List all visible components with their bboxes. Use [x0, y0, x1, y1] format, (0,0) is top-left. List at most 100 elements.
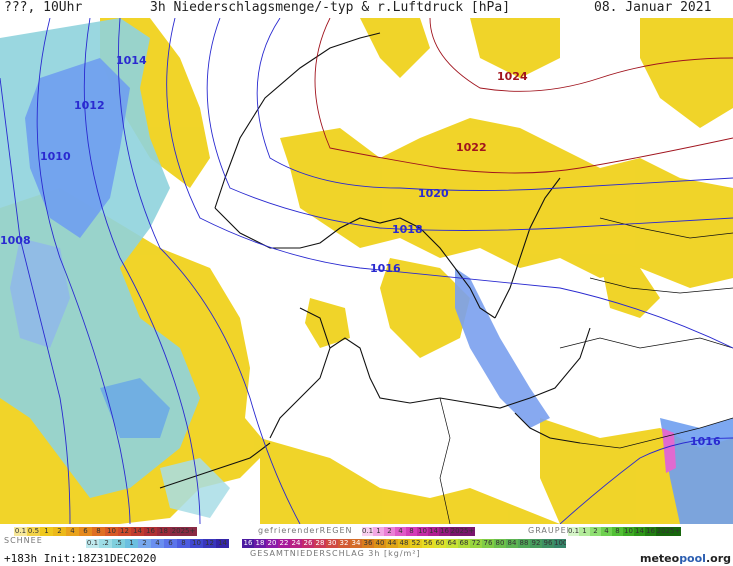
isobar-label: 1014	[116, 54, 147, 67]
graupel-scale-cell: 0.1	[568, 527, 579, 536]
total-scale-cell: 100	[554, 539, 566, 548]
total-scale-cell: 20	[266, 539, 278, 548]
total-scale-cell: 36	[362, 539, 374, 548]
total-scale-cell: 52	[410, 539, 422, 548]
total-scale-cell: 40	[374, 539, 386, 548]
isobar-label: 1024	[497, 70, 528, 83]
total-scale-cell: 84	[506, 539, 518, 548]
rain-scale-cell: 12	[118, 527, 131, 536]
isobar-label: 1016	[690, 435, 721, 448]
rain-scale-cell: 6	[79, 527, 92, 536]
freezing-rain-area	[662, 428, 676, 473]
graupel-scale-cell: 2025+	[656, 527, 681, 536]
borders	[439, 217, 733, 524]
freezing-rain-scale: 0.1 1 2 4 8 10 14 16 2025+	[362, 527, 475, 536]
total-scale-cell: 22	[278, 539, 290, 548]
total-scale-cell: 88	[518, 539, 530, 548]
rain-scale: 0.1 0.5 1 2 4 6 8 10 12 14 16 18 2025+	[14, 527, 197, 536]
freezing-scale-cell: 8	[406, 527, 417, 536]
rain-scale-cell: 4	[66, 527, 79, 536]
total-scale-cell: 44	[386, 539, 398, 548]
snow-scale-cell: 8	[177, 539, 190, 548]
freezing-scale-cell: 2	[384, 527, 395, 536]
freezing-scale-cell: 0.1	[362, 527, 373, 536]
rain-scale-cell: 1	[40, 527, 53, 536]
graupel-scale-cell: 8	[612, 527, 623, 536]
freezing-scale-cell: 2025+	[450, 527, 475, 536]
snow-scale: 0.1.2.5 1 2 4 6 8 10 12 14	[86, 539, 229, 548]
total-scale-cell: 18	[254, 539, 266, 548]
isobar-label: 1022	[456, 141, 487, 154]
isobar-label: 1016	[370, 262, 401, 275]
rain-scale-cell: 8	[92, 527, 105, 536]
total-scale-cell: 56	[422, 539, 434, 548]
rain-scale-cell: 0.1	[14, 527, 27, 536]
total-scale-cell: 48	[398, 539, 410, 548]
total-scale-cell: 96	[542, 539, 554, 548]
map-title: 3h Niederschlagsmenge/-typ & r.Luftdruck…	[150, 0, 511, 15]
total-scale-cell: 68	[458, 539, 470, 548]
logo-part: meteo	[639, 552, 680, 565]
graupel-scale-cell: 10	[623, 527, 634, 536]
freezing-rain-label: gefrierenderREGEN	[258, 526, 353, 535]
snow-label: SCHNEE	[4, 536, 43, 545]
rain-scale-cell: 2	[53, 527, 66, 536]
total-scale-cell: 80	[494, 539, 506, 548]
snow-scale-cell: .5	[112, 539, 125, 548]
total-scale-cell: 32	[338, 539, 350, 548]
rain-scale-cell: 18	[157, 527, 170, 536]
isobar-label: 1012	[74, 99, 105, 112]
logo-part: .org	[705, 552, 731, 565]
weather-map: 1024 1022 1020 1018 1016 1016 1014 1012 …	[0, 18, 733, 524]
meteopool-logo[interactable]: meteopool.org	[640, 552, 731, 565]
freezing-scale-cell: 14	[428, 527, 439, 536]
total-scale-cell: 92	[530, 539, 542, 548]
map-header: ???, 10Uhr 3h Niederschlagsmenge/-typ & …	[0, 0, 733, 18]
snow-scale-cell: .2	[99, 539, 112, 548]
snow-scale-cell: 12	[203, 539, 216, 548]
snow-scale-cell: 2	[138, 539, 151, 548]
total-scale-cell: 64	[446, 539, 458, 548]
isobar-label: 1020	[418, 187, 449, 200]
logo-part: pool	[679, 552, 706, 565]
freezing-scale-cell: 10	[417, 527, 428, 536]
graupel-scale: 0.1 1 2 4 8 10 14 16 2025+	[568, 527, 681, 536]
rain-scale-cell: 14	[131, 527, 144, 536]
total-scale-cell: 24	[290, 539, 302, 548]
graupel-scale-cell: 2	[590, 527, 601, 536]
isobar-labels: 1024 1022 1020 1018 1016 1016 1014 1012 …	[0, 54, 721, 448]
rain-scale-cell: 2025+	[170, 527, 197, 536]
legend-panel: 0.1 0.5 1 2 4 6 8 10 12 14 16 18 2025+ gefrierenderR…	[0, 524, 733, 566]
snow-scale-cell: 10	[190, 539, 203, 548]
total-scale-cell: 28	[314, 539, 326, 548]
total-scale-cell: 16	[242, 539, 254, 548]
init-time: +183h Init:18Z31DEC2020	[4, 552, 157, 565]
graupel-scale-cell: 4	[601, 527, 612, 536]
rain-scale-cell: 10	[105, 527, 118, 536]
graupel-scale-cell: 1	[579, 527, 590, 536]
rain-scale-cell: 16	[144, 527, 157, 536]
total-scale-cell: 30	[326, 539, 338, 548]
total-label: GESAMTNIEDERSCHLAG 3h [kg/m²]	[250, 549, 421, 558]
snow-scale-cell: 14	[216, 539, 229, 548]
snow-scale-cell: 6	[164, 539, 177, 548]
freezing-scale-cell: 1	[373, 527, 384, 536]
isobar-label: 1008	[0, 234, 31, 247]
snow-scale-cell: 4	[151, 539, 164, 548]
total-scale-cell: 34	[350, 539, 362, 548]
snow-scale-cell: 0.1	[86, 539, 99, 548]
isobar-label: 1010	[40, 150, 71, 163]
graupel-scale-cell: 16	[645, 527, 656, 536]
snow-scale-cell: 1	[125, 539, 138, 548]
coastlines	[159, 32, 591, 489]
forecast-date: 08. Januar 2021	[594, 0, 712, 15]
rain-scale-cell: 0.5	[27, 527, 40, 536]
location-time: ???, 10Uhr	[4, 0, 83, 15]
total-scale-cell: 72	[470, 539, 482, 548]
total-scale-cell: 60	[434, 539, 446, 548]
isobar-label: 1018	[392, 223, 423, 236]
isobar-lines	[0, 18, 733, 524]
graupel-scale-cell: 14	[634, 527, 645, 536]
freezing-scale-cell: 16	[439, 527, 450, 536]
total-scale-cell: 76	[482, 539, 494, 548]
